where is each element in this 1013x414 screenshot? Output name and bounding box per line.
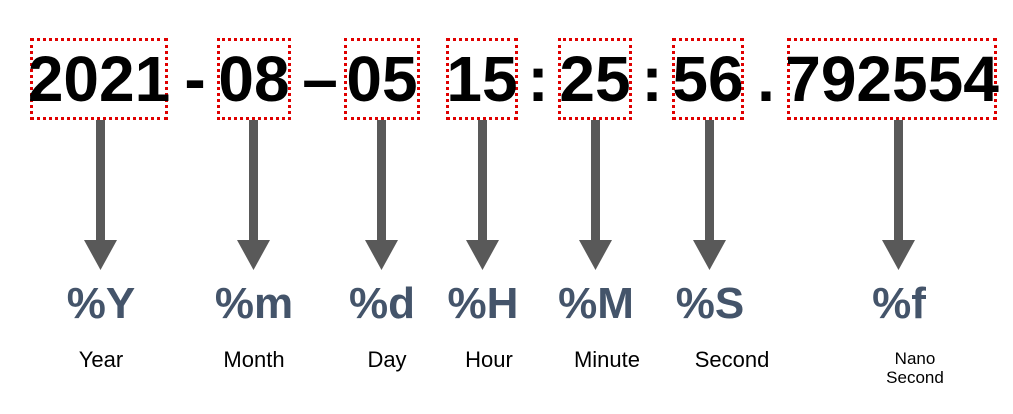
day-arrow-icon [365,120,398,270]
nanosecond-format-code: %f [872,279,926,328]
month-value-box: 08 [217,38,291,120]
day-format-code: %d [349,279,415,328]
month-label: Month [223,347,285,372]
day-value-box: 05 [344,38,420,120]
second-format-code: %S [675,279,745,328]
day-label: Day [367,347,407,372]
minute-arrow-icon [579,120,612,270]
hour-arrow-icon [466,120,499,270]
second-label: Second [694,347,770,372]
nanosecond-label-line-1: Nano [894,349,936,368]
nanosecond-arrow-icon [882,120,915,270]
nanosecond-value-box: 792554 [785,38,999,120]
hour-label: Hour [465,347,513,372]
year-label: Year [78,347,124,372]
separator-en-dash: – [302,43,338,115]
nanosecond-label: Nano Second [855,349,975,387]
month-format-code: %m [214,279,294,328]
separator-colon-1: : [527,43,549,115]
month-arrow-icon [237,120,270,270]
second-value-box: 56 [672,38,744,120]
minute-format-code: %M [558,279,634,328]
hour-value-box: 15 [446,38,518,120]
nanosecond-label-line-2: Second [886,367,944,387]
separator-dot: . [757,43,775,115]
year-format-code: %Y [66,279,136,328]
hour-format-code: %H [447,279,519,328]
year-value-box: 2021 [28,38,170,120]
separator-dash: - [184,43,206,115]
second-arrow-icon [693,120,726,270]
separator-colon-2: : [641,43,663,115]
minute-label: Minute [573,347,641,372]
minute-value-box: 25 [558,38,632,120]
year-arrow-icon [84,120,117,270]
